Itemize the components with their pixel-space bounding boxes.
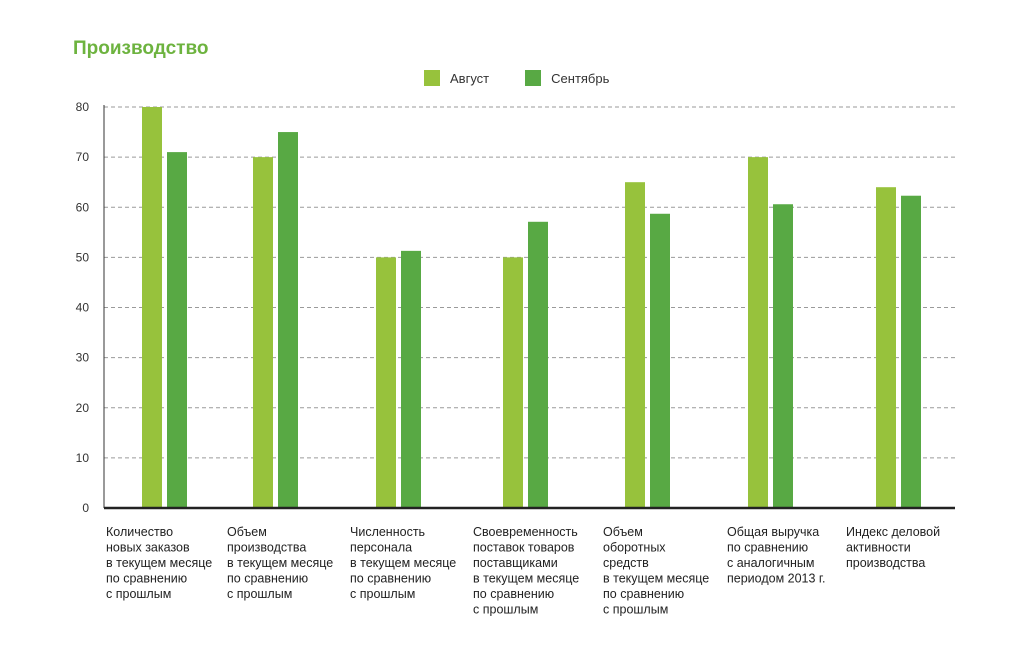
x-category-label-4-line-5: с прошлым bbox=[603, 603, 668, 617]
y-tick-label-30: 30 bbox=[76, 351, 90, 365]
x-category-label-6: Индекс деловой активности производства bbox=[846, 525, 940, 570]
x-category-label-2-line-1: персонала bbox=[350, 541, 412, 555]
bar-series-0-cat-6 bbox=[876, 187, 896, 508]
x-category-label-4-line-3: в текущем месяце bbox=[603, 572, 709, 586]
bar-series-1-cat-0 bbox=[167, 152, 187, 509]
bar-series-1-cat-4 bbox=[650, 213, 670, 509]
bar-series-0-cat-0 bbox=[142, 107, 162, 508]
x-category-label-3-line-4: по сравнению bbox=[473, 587, 554, 601]
x-category-label-1-line-3: по сравнению bbox=[227, 572, 308, 586]
x-category-label-1-line-4: с прошлым bbox=[227, 587, 292, 601]
x-category-label-1-line-2: в текущем месяце bbox=[227, 556, 333, 570]
bar-series-0-cat-2 bbox=[376, 257, 396, 508]
x-category-label-3-line-2: поставщиками bbox=[473, 556, 558, 570]
bar-series-0-cat-5 bbox=[748, 157, 768, 508]
x-category-label-5-line-3: периодом 2013 г. bbox=[727, 572, 825, 586]
x-category-label-3-line-0: Своевременность bbox=[473, 525, 578, 539]
x-category-label-4-line-2: средств bbox=[603, 556, 649, 570]
legend-label-august: Август bbox=[450, 70, 490, 86]
y-tick-label-60: 60 bbox=[76, 200, 90, 214]
y-tick-label-20: 20 bbox=[76, 401, 90, 415]
x-category-label-6-line-2: производства bbox=[846, 556, 925, 570]
y-tick-label-40: 40 bbox=[76, 301, 90, 315]
bar-series-0-cat-4 bbox=[625, 182, 645, 508]
x-category-label-4-line-0: Объем bbox=[603, 525, 643, 539]
chart-title: Производство bbox=[73, 38, 209, 59]
y-tick-label-50: 50 bbox=[76, 250, 90, 264]
x-category-label-0-line-0: Количество bbox=[106, 525, 173, 539]
x-category-label-3-line-1: поставок товаров bbox=[473, 541, 575, 555]
x-category-label-6-line-1: активности bbox=[846, 541, 911, 555]
y-tick-label-10: 10 bbox=[76, 451, 90, 465]
y-tick-label-70: 70 bbox=[76, 150, 90, 164]
x-category-label-4-line-1: оборотных bbox=[603, 541, 666, 555]
bar-series-1-cat-3 bbox=[528, 221, 548, 508]
x-category-label-2-line-2: в текущем месяце bbox=[350, 556, 456, 570]
x-category-label-3-line-5: с прошлым bbox=[473, 603, 538, 617]
x-category-label-5: Общая выручка по сравнению с аналогичным пе… bbox=[727, 525, 825, 586]
x-category-label-4: Объем оборотных средств в текущем месяце по … bbox=[603, 525, 709, 617]
x-category-label-0-line-3: по сравнению bbox=[106, 572, 187, 586]
y-tick-label-80: 80 bbox=[76, 100, 90, 114]
legend-swatch-september bbox=[525, 70, 542, 86]
bar-series-0-cat-3 bbox=[503, 257, 523, 508]
x-category-label-0: Количество новых заказов в текущем месяце п… bbox=[106, 525, 212, 601]
x-category-label-1: Объем производства в текущем месяце по срав… bbox=[227, 525, 333, 601]
x-category-label-3-line-3: в текущем месяце bbox=[473, 572, 579, 586]
x-category-label-0-line-2: в текущем месяце bbox=[106, 556, 212, 570]
bar-series-0-cat-1 bbox=[253, 157, 273, 508]
x-category-label-6-line-0: Индекс деловой bbox=[846, 525, 940, 539]
x-category-label-3: Своевременность поставок товаров поставщик… bbox=[473, 525, 579, 617]
x-category-label-2: Численность персонала в текущем месяце по с… bbox=[350, 525, 456, 601]
x-category-label-1-line-0: Объем bbox=[227, 525, 267, 539]
x-category-label-4-line-4: по сравнению bbox=[603, 587, 684, 601]
bar-series-1-cat-6 bbox=[901, 195, 921, 508]
legend-swatch-august bbox=[424, 70, 440, 86]
bar-series-1-cat-2 bbox=[401, 250, 421, 508]
legend-label-september: Сентябрь bbox=[551, 70, 610, 86]
x-category-label-0-line-1: новых заказов bbox=[106, 541, 190, 555]
x-category-label-0-line-4: с прошлым bbox=[106, 587, 171, 601]
x-category-label-5-line-0: Общая выручка bbox=[727, 525, 819, 539]
x-category-label-5-line-1: по сравнению bbox=[727, 541, 808, 555]
x-category-label-1-line-1: производства bbox=[227, 541, 306, 555]
x-category-label-5-line-2: с аналогичным bbox=[727, 556, 814, 570]
bar-series-1-cat-5 bbox=[773, 204, 793, 508]
bar-series-1-cat-1 bbox=[278, 132, 298, 508]
y-tick-label-0: 0 bbox=[82, 501, 89, 515]
x-category-label-2-line-4: с прошлым bbox=[350, 587, 415, 601]
legend-item-august: Август bbox=[424, 70, 489, 86]
x-category-label-2-line-3: по сравнению bbox=[350, 572, 431, 586]
legend-item-september: Сентябрь bbox=[525, 70, 609, 86]
x-category-label-2-line-0: Численность bbox=[350, 525, 425, 539]
legend: Август Сентябрь bbox=[424, 68, 645, 88]
